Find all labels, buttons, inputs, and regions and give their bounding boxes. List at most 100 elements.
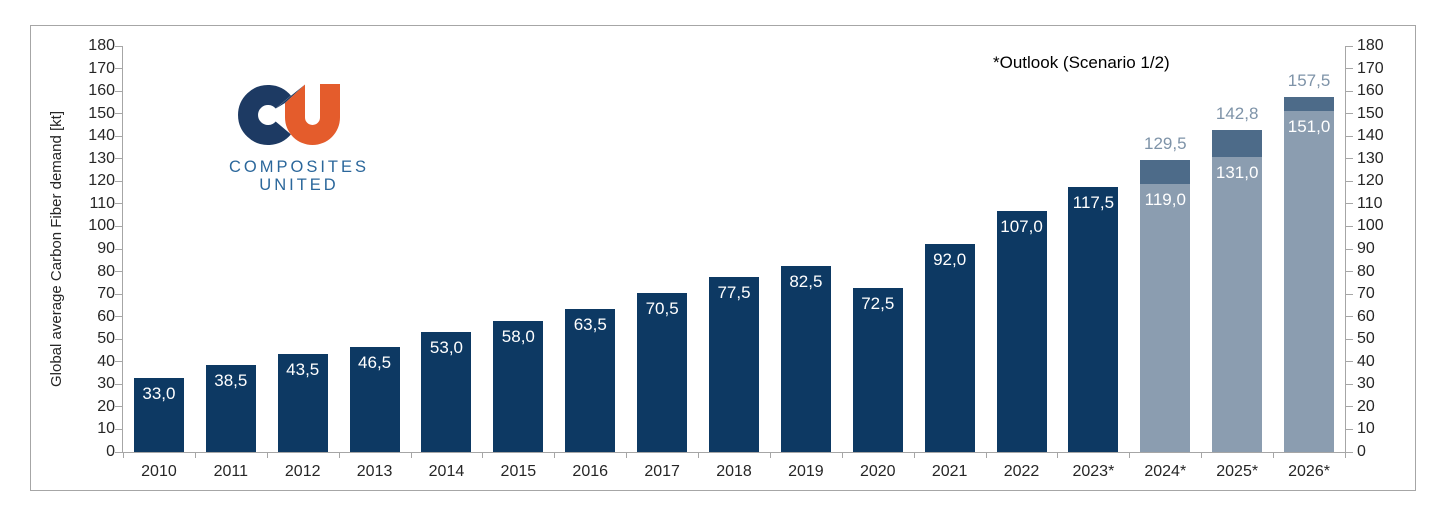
y-axis-tick [115, 225, 122, 227]
x-axis-tick [266, 453, 268, 458]
y-axis-tick-label-left: 50 [97, 330, 115, 348]
y-axis-tick [115, 68, 122, 70]
x-axis-category-label: 2021 [931, 463, 968, 480]
bar-segment-scenario2 [1140, 159, 1191, 184]
y-axis-tick-label-left: 40 [97, 352, 115, 370]
y-axis-tick [115, 383, 122, 385]
x-axis-tick [985, 453, 987, 458]
x-axis-tick [554, 453, 556, 458]
x-axis-tick [482, 453, 484, 458]
y-axis-tick [1346, 180, 1353, 182]
bar-segment-actual [277, 353, 328, 452]
y-axis-tick-label-right: 50 [1357, 330, 1375, 348]
y-axis-tick [115, 90, 122, 92]
y-axis-tick-label-left: 10 [97, 420, 115, 438]
x-axis-tick [1201, 453, 1203, 458]
y-axis-tick [115, 271, 122, 273]
y-axis-tick-label-right: 110 [1357, 194, 1383, 212]
y-axis-tick-label-right: 30 [1357, 375, 1375, 393]
logo-c-wedge [275, 84, 305, 109]
y-axis-tick-label-left: 140 [88, 127, 115, 145]
bar-value-label: 117,5 [1072, 192, 1115, 212]
x-axis-tick [698, 453, 700, 458]
y-axis-tick-label-left: 60 [97, 307, 115, 325]
scenario2-total-label: 129,5 [1144, 133, 1187, 153]
y-axis-tick [1346, 90, 1353, 92]
y-axis-tick-label-left: 170 [88, 59, 115, 77]
y-axis-tick-label-left: 30 [97, 375, 115, 393]
bar-segment-actual [493, 321, 544, 452]
scenario2-total-label: 157,5 [1287, 70, 1331, 90]
y-axis-tick [1346, 135, 1353, 137]
y-axis-tick [115, 451, 122, 453]
x-axis-tick [769, 453, 771, 458]
y-axis-tick-label-left: 100 [88, 217, 115, 235]
x-axis-category-label: 2022 [1003, 463, 1040, 480]
bar-segment-actual [852, 288, 903, 452]
y-axis-tick-label-right: 20 [1357, 397, 1375, 415]
y-axis-tick [1346, 225, 1353, 227]
y-axis-tick [115, 158, 122, 160]
bar-value-label: 53,0 [429, 338, 464, 358]
y-axis-tick-label-right: 180 [1357, 37, 1384, 54]
x-axis-tick [1129, 453, 1131, 458]
x-axis-tick [338, 453, 340, 458]
y-axis-tick-label-left: 90 [97, 240, 115, 257]
y-axis-tick [1346, 113, 1353, 115]
x-axis-tick [913, 453, 915, 458]
y-axis-line-right [1345, 46, 1346, 453]
bar-value-label: 151,0 [1287, 117, 1331, 137]
x-axis-category-label: 2012 [284, 463, 321, 480]
y-axis-tick-label-left: 130 [88, 149, 115, 167]
x-axis-tick [1273, 453, 1275, 458]
bar-segment-scenario2 [1284, 96, 1335, 112]
bar-segment-actual [565, 308, 616, 452]
y-axis-tick [115, 316, 122, 318]
bar-segment-actual [1068, 186, 1119, 452]
y-axis-tick [115, 361, 122, 363]
bar-segment-scenario1 [1284, 111, 1335, 452]
x-axis-category-label: 2025* [1216, 463, 1259, 480]
y-axis-tick [1346, 338, 1353, 340]
bar-segment-actual [709, 277, 759, 452]
y-axis-tick [1346, 383, 1353, 385]
y-axis-tick [115, 428, 122, 430]
x-axis-category-label: 2018 [716, 463, 752, 480]
y-axis-tick [1346, 428, 1353, 430]
y-axis-tick [1346, 68, 1353, 70]
bar-value-label: 107,0 [1000, 216, 1043, 236]
y-axis-tick-label-right: 160 [1357, 82, 1384, 100]
y-axis-tick-label-right: 120 [1357, 172, 1384, 190]
x-axis-tick [1057, 453, 1059, 458]
y-axis-tick-label-left: 0 [106, 443, 115, 460]
bar-segment-actual [637, 292, 688, 452]
y-axis-tick-label-right: 40 [1357, 352, 1375, 370]
y-axis-tick [115, 338, 122, 340]
x-axis-category-label: 2020 [859, 463, 896, 480]
y-axis-tick-label-right: 90 [1357, 240, 1375, 257]
y-axis-tick-label-left: 150 [88, 104, 115, 122]
bar-value-label: 43,5 [286, 359, 320, 379]
bar-segment-actual [421, 332, 472, 452]
x-axis-category-label: 2026* [1288, 463, 1330, 480]
bar-value-label: 131,0 [1215, 162, 1259, 182]
y-axis-tick [1346, 406, 1353, 408]
bar-segment-actual [349, 347, 400, 452]
bar-segment-scenario2 [1212, 129, 1263, 157]
y-axis-tick [115, 406, 122, 408]
y-axis-tick-label-right: 150 [1357, 104, 1384, 122]
x-axis-category-label: 2024* [1144, 463, 1187, 480]
y-axis-tick-label-right: 130 [1357, 149, 1384, 167]
x-axis-category-label: 2013 [356, 463, 393, 480]
y-axis-tick [1346, 45, 1353, 47]
y-axis-tick-label-left: 180 [88, 37, 115, 54]
x-axis-tick [1345, 453, 1346, 458]
y-axis-tick-label-right: 100 [1357, 217, 1384, 235]
y-axis-tick-label-right: 0 [1357, 443, 1366, 460]
bar-value-label: 38,5 [214, 371, 248, 391]
bar-value-label: 58,0 [501, 327, 535, 347]
bar-value-label: 72,5 [861, 294, 895, 314]
bar-segment-scenario1 [1212, 156, 1263, 452]
